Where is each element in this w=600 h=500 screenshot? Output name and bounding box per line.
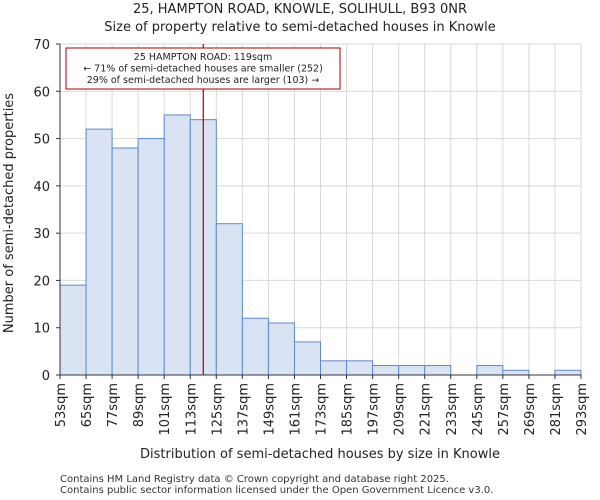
x-tick-label: 53sqm (54, 383, 69, 427)
bar-197sqm (372, 365, 400, 376)
y-tick-label: 50 (33, 133, 50, 148)
bar-89sqm (137, 138, 165, 376)
bar-53sqm (59, 284, 87, 376)
x-tick-label: 65sqm (80, 383, 95, 427)
x-tick-label: 197sqm (367, 383, 382, 436)
bar-185sqm (346, 360, 374, 376)
y-tick-label: 60 (33, 85, 50, 100)
x-tick-label: 245sqm (471, 383, 486, 436)
bars (59, 114, 582, 376)
chart-subtitle: Size of property relative to semi-detach… (104, 20, 496, 35)
x-tick-label: 233sqm (445, 383, 460, 436)
y-tick-label: 0 (42, 369, 50, 384)
bar-257sqm (502, 369, 530, 376)
x-tick-label: 77sqm (106, 383, 121, 427)
x-tick-label: 269sqm (523, 383, 538, 436)
x-tick-label: 137sqm (236, 383, 251, 436)
footer-line-2: Contains public sector information licen… (60, 485, 494, 496)
bar-65sqm (85, 128, 113, 376)
x-tick-label: 293sqm (575, 383, 590, 436)
x-tick-label: 89sqm (132, 383, 147, 427)
bar-101sqm (163, 114, 191, 376)
x-tick-label: 281sqm (549, 383, 564, 436)
property-marker: 25 HAMPTON ROAD: 119sqm← 71% of semi-det… (65, 44, 341, 375)
bar-77sqm (111, 147, 139, 376)
y-tick-label: 40 (33, 180, 50, 195)
bar-221sqm (424, 365, 452, 376)
y-tick-label: 20 (33, 274, 50, 289)
chart-title: 25, HAMPTON ROAD, KNOWLE, SOLIHULL, B93 … (132, 2, 468, 17)
bar-149sqm (267, 322, 295, 376)
y-axis-label: Number of semi-detached properties (2, 93, 17, 333)
annotation-line-1: 25 HAMPTON ROAD: 119sqm (134, 52, 272, 63)
x-tick-label: 209sqm (393, 383, 408, 436)
x-tick-label: 101sqm (158, 383, 173, 436)
x-tick-label: 173sqm (315, 383, 330, 436)
annotation-line-2: ← 71% of semi-detached houses are smalle… (83, 64, 323, 75)
x-tick-label: 161sqm (288, 383, 303, 436)
x-tick-label: 149sqm (262, 383, 277, 436)
x-tick-label: 185sqm (341, 383, 356, 436)
x-axis-label: Distribution of semi-detached houses by … (140, 447, 500, 462)
x-tick-labels: 53sqm 65sqm 77sqm 89sqm 101sqm 113sqm 125sqm 13… (54, 375, 590, 436)
x-tick-label: 221sqm (419, 383, 434, 436)
annotation-line-3: 29% of semi-detached houses are larger (… (87, 75, 320, 86)
y-tick-label: 10 (33, 322, 50, 337)
x-tick-label: 257sqm (497, 383, 512, 436)
y-tick-label: 30 (33, 227, 50, 242)
y-tick-labels: 0 10 20 30 40 50 60 70 (33, 38, 60, 384)
bar-137sqm (241, 317, 269, 376)
footer-line-1: Contains HM Land Registry data © Crown c… (60, 474, 449, 485)
bar-245sqm (476, 365, 504, 376)
y-tick-label: 70 (33, 38, 50, 53)
bar-209sqm (398, 365, 426, 376)
x-tick-label: 125sqm (210, 383, 225, 436)
bar-173sqm (320, 360, 348, 376)
annotation-box (65, 47, 341, 90)
bar-125sqm (215, 223, 243, 376)
x-tick-label: 113sqm (184, 383, 199, 436)
bar-161sqm (293, 341, 322, 376)
bar-281sqm (554, 369, 582, 376)
